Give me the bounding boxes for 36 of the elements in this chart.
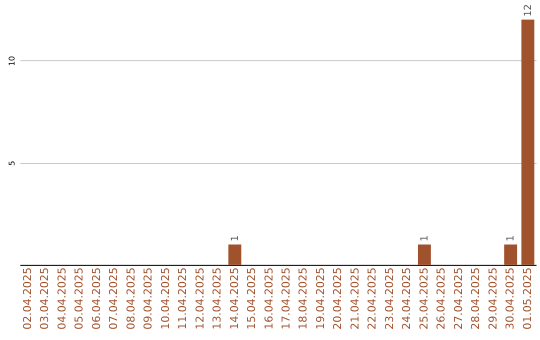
x-tick-label: 21.04.2025 xyxy=(348,267,362,330)
x-tick-label: 05.04.2025 xyxy=(72,267,86,330)
x-tick-label: 29.04.2025 xyxy=(486,267,500,330)
x-tick-label: 12.04.2025 xyxy=(193,267,206,330)
x-tick-label: 17.04.2025 xyxy=(280,267,292,330)
x-tick-label: 16.04.2025 xyxy=(262,267,276,330)
x-tick-label: 25.04.2025 xyxy=(417,267,430,330)
x-tick-label: 27.04.2025 xyxy=(452,267,465,330)
x-tick-label: 15.04.2025 xyxy=(245,267,258,330)
x-tick-label: 04.04.2025 xyxy=(55,267,68,330)
x-tick-label: 28.04.2025 xyxy=(469,267,482,330)
y-tick-label: 10 xyxy=(7,56,16,66)
x-tick-label: 30.04.2025 xyxy=(504,267,517,330)
x-tick-label: 09.04.2025 xyxy=(142,267,155,330)
x-tick-label: 18.04.2025 xyxy=(296,267,310,330)
x-tick-label: 22.04.2025 xyxy=(366,267,379,330)
x-tick-label: 03.04.2025 xyxy=(38,267,52,330)
x-tick-label: 07.04.2025 xyxy=(107,267,120,330)
x-tick-label: 26.04.2025 xyxy=(434,267,448,330)
data-label: 1 xyxy=(419,235,430,242)
x-tick-label: 20.04.2025 xyxy=(331,267,344,330)
data-label: 12 xyxy=(522,4,534,17)
x-tick-label: 02.04.2025 xyxy=(20,267,34,330)
x-tick-label: 01.05.2025 xyxy=(520,267,534,330)
data-label: 1 xyxy=(506,235,517,242)
x-tick-label: 19.04.2025 xyxy=(314,267,327,330)
x-tick-label: 06.04.2025 xyxy=(90,267,103,330)
x-tick-label: 08.04.2025 xyxy=(124,267,138,330)
x-tick-label: 10.04.2025 xyxy=(158,267,172,330)
x-tick-label: 14.04.2025 xyxy=(228,267,241,330)
x-tick-label: 11.04.2025 xyxy=(176,267,190,330)
x-tick-label: 13.04.2025 xyxy=(210,267,224,330)
data-label: 1 xyxy=(230,235,241,242)
x-tick-label: 24.04.2025 xyxy=(400,267,414,330)
x-tick-label: 23.04.2025 xyxy=(382,267,396,330)
y-tick-label: 5 xyxy=(7,160,16,166)
